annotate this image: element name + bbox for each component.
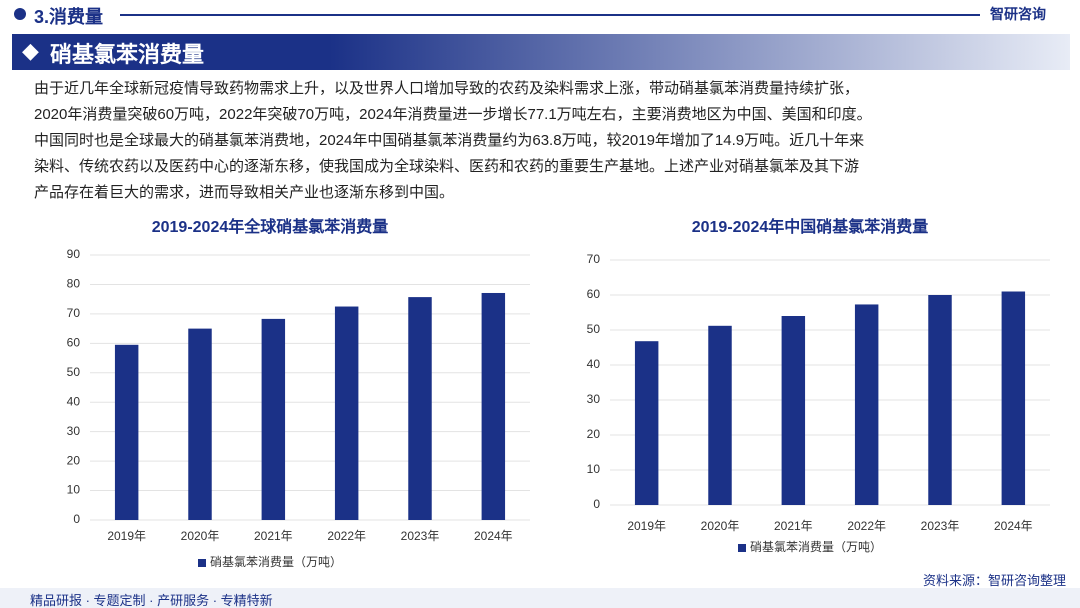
bar	[261, 318, 286, 520]
y-tick-label: 70	[67, 306, 81, 320]
y-tick-label: 10	[587, 462, 601, 476]
bar	[928, 295, 952, 505]
paragraph-line: 由于近几年全球新冠疫情导致药物需求上升，以及世界人口增加导致的农药及染料需求上涨…	[34, 80, 860, 97]
y-tick-label: 40	[587, 357, 601, 371]
y-tick-label: 20	[67, 453, 81, 467]
x-tick-label: 2022年	[847, 519, 886, 533]
banner-icon: ◆	[22, 38, 39, 63]
legend-label: 硝基氯苯消费量（万吨）	[210, 555, 342, 569]
paragraph: 由于近几年全球新冠疫情导致药物需求上升，以及世界人口增加导致的农药及染料需求上涨…	[34, 76, 872, 206]
chart-title: 2019-2024年全球硝基氯苯消费量	[152, 217, 389, 236]
logo: 智研咨询	[990, 6, 1046, 22]
y-tick-label: 0	[593, 497, 600, 511]
x-tick-label: 2024年	[474, 529, 513, 543]
bar	[188, 328, 212, 520]
paragraph-line: 产品存在着巨大的需求，进而导致相关产业也逐渐东移到中国。	[34, 184, 455, 201]
bar	[334, 306, 359, 520]
y-tick-label: 70	[587, 252, 601, 266]
y-tick-label: 50	[67, 365, 81, 379]
y-tick-label: 40	[67, 394, 81, 408]
x-tick-label: 2024年	[994, 519, 1033, 533]
bar	[854, 304, 879, 505]
x-tick-label: 2019年	[107, 529, 146, 543]
y-tick-label: 0	[73, 512, 80, 526]
x-tick-label: 2021年	[254, 529, 293, 543]
bar	[708, 325, 732, 505]
bar	[781, 316, 806, 505]
y-tick-label: 20	[587, 427, 601, 441]
section-label: 3.消费量	[34, 7, 104, 27]
legend-label: 硝基氯苯消费量（万吨）	[750, 540, 882, 554]
chart: 2019-2024年中国硝基氯苯消费量 0 10 20 30 40 50 60 70 2019年 2…	[587, 217, 1050, 554]
banner	[12, 34, 1070, 70]
bar	[1001, 291, 1026, 505]
x-tick-label: 2019年	[627, 519, 666, 533]
banner-title: 硝基氯苯消费量	[50, 42, 205, 67]
paragraph-line: 2020年消费量突破60万吨，2022年突破70万吨，2024年消费量进一步增长…	[34, 106, 872, 123]
legend-swatch	[738, 544, 746, 552]
x-tick-label: 2020年	[701, 519, 740, 533]
x-tick-label: 2023年	[401, 529, 440, 543]
legend-swatch	[198, 559, 206, 567]
source: 资料来源：智研咨询整理	[922, 573, 1066, 588]
bar	[114, 344, 139, 520]
y-tick-label: 80	[67, 277, 81, 291]
footer-bar	[0, 588, 1080, 608]
y-tick-label: 50	[587, 322, 601, 336]
chart: 2019-2024年全球硝基氯苯消费量 0 10 20 30 40 50 60 70 80 90 20…	[67, 217, 530, 569]
bar	[408, 297, 432, 520]
y-tick-label: 10	[67, 483, 81, 497]
y-tick-label: 30	[67, 424, 81, 438]
footer: 精品研报 · 专题定制 · 产研服务 · 专精特新	[30, 593, 273, 608]
y-tick-label: 60	[67, 336, 81, 350]
y-tick-label: 30	[587, 392, 601, 406]
x-tick-label: 2020年	[181, 529, 220, 543]
y-tick-label: 60	[587, 287, 601, 301]
x-tick-label: 2021年	[774, 519, 813, 533]
bar	[634, 341, 659, 505]
bar	[481, 292, 506, 520]
x-tick-label: 2022年	[327, 529, 366, 543]
header-dot	[14, 8, 26, 20]
x-tick-label: 2023年	[921, 519, 960, 533]
header-rule	[120, 14, 980, 16]
paragraph-line: 染料、传统农药以及医药中心的逐渐东移，使我国成为全球染料、医药和农药的重要生产基…	[34, 158, 860, 175]
paragraph-line: 中国同时也是全球最大的硝基氯苯消费地，2024年中国硝基氯苯消费量约为63.8万…	[34, 132, 865, 149]
y-tick-label: 90	[67, 247, 81, 261]
chart-title: 2019-2024年中国硝基氯苯消费量	[692, 217, 929, 236]
